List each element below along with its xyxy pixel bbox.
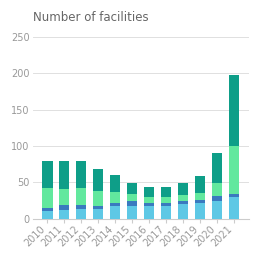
Bar xyxy=(212,183,222,196)
Bar xyxy=(76,188,86,205)
Bar xyxy=(59,210,69,219)
Bar xyxy=(110,206,120,219)
Bar xyxy=(144,197,154,203)
Text: Number of facilities: Number of facilities xyxy=(32,11,148,24)
Bar xyxy=(42,208,53,211)
Bar xyxy=(127,183,137,194)
Bar xyxy=(59,189,69,205)
Bar xyxy=(76,205,86,209)
Bar xyxy=(59,161,69,189)
Bar xyxy=(212,196,222,200)
Bar xyxy=(161,206,171,219)
Bar xyxy=(110,192,120,203)
Bar xyxy=(195,193,205,200)
Bar xyxy=(178,204,188,219)
Bar xyxy=(161,187,171,197)
Bar xyxy=(127,194,137,201)
Bar xyxy=(76,209,86,219)
Bar xyxy=(195,203,205,219)
Bar xyxy=(42,160,53,188)
Bar xyxy=(195,200,205,203)
Bar xyxy=(212,200,222,219)
Bar xyxy=(178,183,188,196)
Bar xyxy=(127,206,137,219)
Bar xyxy=(195,176,205,193)
Bar xyxy=(93,209,103,219)
Bar xyxy=(178,196,188,201)
Bar xyxy=(76,160,86,188)
Bar xyxy=(229,146,239,194)
Bar xyxy=(212,153,222,183)
Bar xyxy=(229,194,239,197)
Bar xyxy=(161,203,171,206)
Bar xyxy=(178,201,188,204)
Bar xyxy=(42,211,53,219)
Bar xyxy=(110,175,120,192)
Bar xyxy=(144,203,154,206)
Bar xyxy=(93,206,103,209)
Bar xyxy=(110,203,120,206)
Bar xyxy=(93,169,103,191)
Bar xyxy=(144,187,154,197)
Bar xyxy=(42,188,53,208)
Bar xyxy=(144,206,154,219)
Bar xyxy=(229,197,239,219)
Bar xyxy=(127,201,137,206)
Bar xyxy=(229,75,239,146)
Bar xyxy=(161,197,171,203)
Bar xyxy=(59,205,69,210)
Bar xyxy=(93,191,103,206)
